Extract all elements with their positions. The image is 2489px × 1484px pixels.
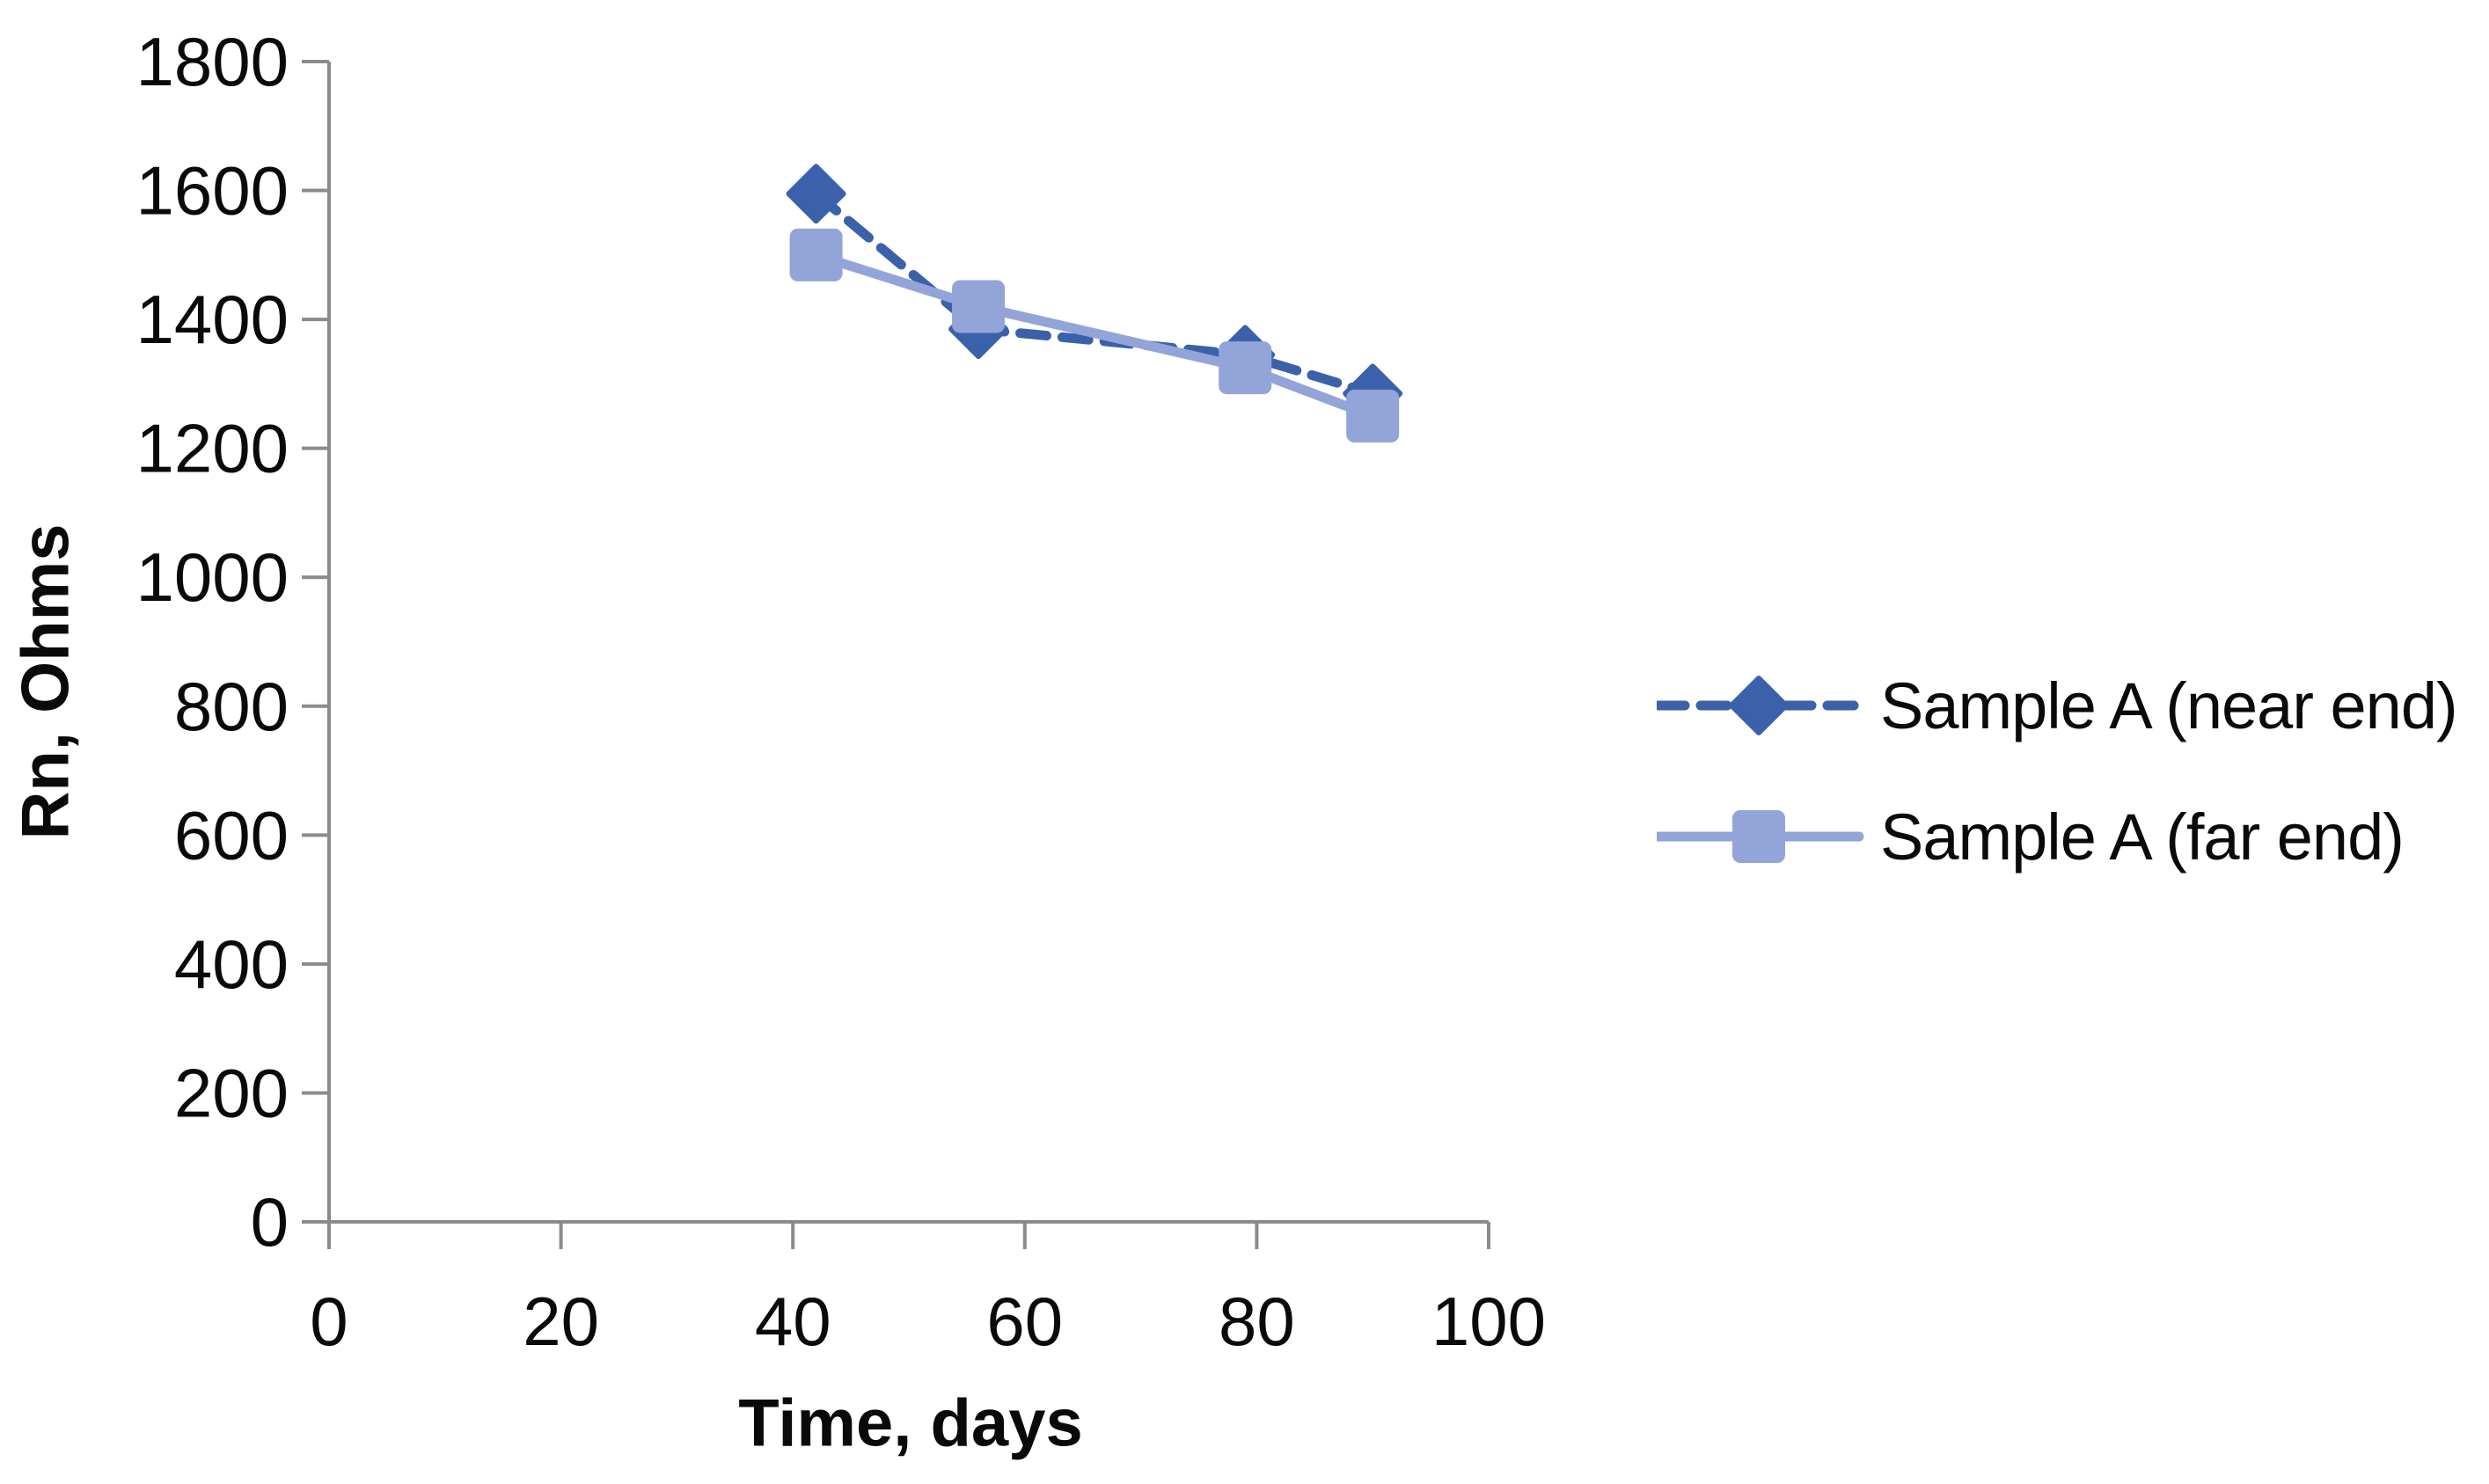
legend-item-far-end: Sample A (far end) <box>1657 782 2405 891</box>
legend-item-near-end: Sample A (near end) <box>1657 651 2458 760</box>
y-tick-label: 1600 <box>135 152 289 230</box>
x-tick-label: 40 <box>755 1283 831 1360</box>
x-tick-label: 20 <box>523 1283 599 1360</box>
legend-label-near-end: Sample A (near end) <box>1880 669 2458 742</box>
x-axis-title: Time, days <box>738 1385 1083 1461</box>
series-0-marker <box>786 164 846 224</box>
series-1-marker <box>952 280 1006 333</box>
y-tick-label: 600 <box>174 796 289 874</box>
y-tick-label: 200 <box>174 1054 289 1131</box>
legend-swatch-marker <box>1729 676 1789 735</box>
x-tick-label: 80 <box>1219 1283 1295 1360</box>
near-end-dashed-diamond-swatch-icon <box>1657 676 1864 735</box>
legend-swatch-marker <box>1732 810 1785 863</box>
x-tick-label: 0 <box>310 1283 348 1360</box>
series-1-marker <box>789 228 843 281</box>
y-tick-label: 1800 <box>135 23 289 100</box>
x-tick-label: 60 <box>986 1283 1063 1360</box>
x-tick-label: 100 <box>1431 1283 1546 1360</box>
y-tick-label: 0 <box>251 1183 289 1261</box>
y-tick-label: 1200 <box>135 410 289 487</box>
legend-label-far-end: Sample A (far end) <box>1880 800 2405 874</box>
y-tick-label: 1000 <box>135 538 289 616</box>
series-line-1 <box>811 250 1378 421</box>
y-tick-label: 400 <box>174 925 289 1003</box>
series-line-0 <box>811 188 1378 398</box>
series-1-marker <box>1346 390 1400 443</box>
far-end-solid-square-swatch-icon <box>1657 810 1864 863</box>
series-1-marker <box>1219 341 1272 395</box>
y-tick-label: 1400 <box>135 281 289 358</box>
y-tick-label: 800 <box>174 668 289 745</box>
y-axis-title: Rn, Ohms <box>8 523 84 840</box>
